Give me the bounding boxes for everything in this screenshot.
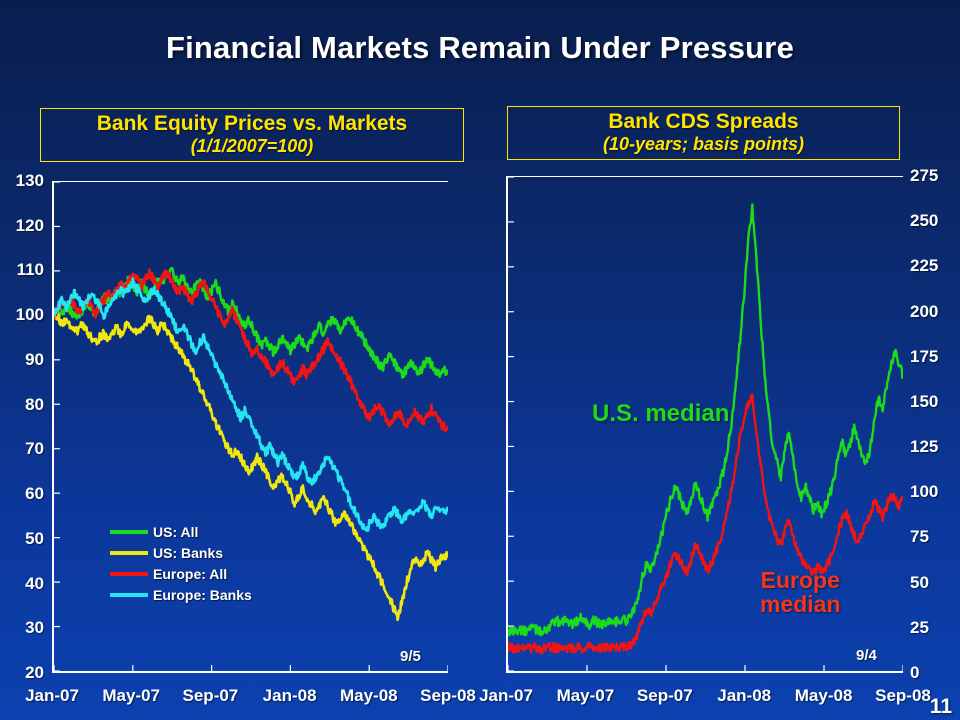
legend-color-swatch [110,592,148,597]
left-x-tick-label: Sep-08 [420,686,476,705]
left-y-tick-label: 120 [15,215,44,235]
right-y-tick-label: 125 [910,437,939,457]
left-y-tick-label: 50 [25,528,44,548]
left-x-tick-label: Jan-07 [25,686,79,705]
right-y-tick-label: 225 [910,256,939,276]
bank-equity-prices-chart [52,181,448,673]
left-y-tick-label: 60 [25,484,44,504]
right-x-tick-label: Sep-08 [875,686,931,705]
right-y-tick-label: 200 [910,301,939,321]
left-x-tick-label: Jan-08 [262,686,317,705]
annotation-us-median: U.S. median [592,400,730,427]
right-chart-datestamp: 9/4 [856,647,877,664]
left-y-tick-label: 80 [25,394,44,414]
slide-number: 11 [929,695,952,718]
right-y-tick-label: 150 [910,391,939,411]
right-y-tick-label: 0 [910,663,920,682]
right-x-tick-label: Jan-07 [479,686,533,705]
series-line [54,310,448,622]
series-line [54,277,448,533]
right-x-tick-label: May-07 [556,686,615,705]
right-y-tick-label: 175 [910,346,939,366]
annotation-europe-median-line2: median [760,591,841,618]
legend-color-swatch [110,571,148,576]
right-y-tick-label: 25 [910,617,929,637]
series-line [508,393,903,655]
legend-item: Europe: Banks [110,584,252,605]
left-chart-title-box: Bank Equity Prices vs. Markets (1/1/2007… [40,108,464,162]
right-y-tick-label: 75 [910,527,929,547]
legend-color-swatch [110,529,148,534]
series-line [54,266,448,379]
left-y-tick-label: 100 [15,305,44,325]
annotation-europe-median-line1: Europe [760,567,840,593]
left-chart-subtitle: (1/1/2007=100) [190,135,314,156]
right-y-tick-label: 100 [910,482,939,502]
left-y-tick-label: 40 [25,573,44,593]
left-chart-plot [54,182,448,671]
right-chart-subtitle: (10-years; basis points) [602,133,805,154]
left-x-tick-label: May-07 [102,686,161,705]
left-chart-legend: US: All US: Banks Europe: All Europe: Banks [110,521,252,605]
right-chart-title: Bank CDS Spreads [608,110,799,133]
left-y-tick-label: 30 [25,618,44,638]
left-y-tick-label: 110 [16,260,44,280]
legend-item-label: Europe: Banks [153,586,252,603]
right-x-tick-label: May-08 [794,686,853,705]
left-y-tick-label: 70 [25,439,44,459]
legend-item: Europe: All [110,563,252,584]
series-line [54,268,448,432]
right-y-tick-label: 50 [910,572,929,592]
series-line [508,203,903,637]
left-y-tick-label: 90 [25,349,44,369]
legend-item: US: Banks [110,542,252,563]
right-x-tick-label: Sep-07 [636,686,693,705]
left-x-tick-label: Sep-07 [182,686,239,705]
legend-item-label: US: All [153,523,199,540]
right-chart-title-box: Bank CDS Spreads (10-years; basis points… [507,106,900,160]
left-y-tick-label: 130 [15,171,44,190]
legend-item-label: US: Banks [153,544,224,561]
right-x-tick-label: Jan-08 [717,686,772,705]
legend-color-swatch [110,550,148,555]
right-y-tick-label: 275 [910,166,939,185]
annotation-europe-median: Europe median [760,568,841,616]
legend-item-label: Europe: All [153,565,228,582]
legend-item: US: All [110,521,252,542]
left-x-tick-label: May-08 [339,686,398,705]
page-title: Financial Markets Remain Under Pressure [165,30,795,65]
left-chart-title: Bank Equity Prices vs. Markets [96,112,408,135]
bank-cds-spreads-chart [506,176,903,673]
right-y-tick-label: 250 [910,211,939,231]
left-chart-datestamp: 9/5 [400,648,421,665]
right-chart-plot [508,177,903,671]
left-y-tick-label: 20 [25,663,44,682]
